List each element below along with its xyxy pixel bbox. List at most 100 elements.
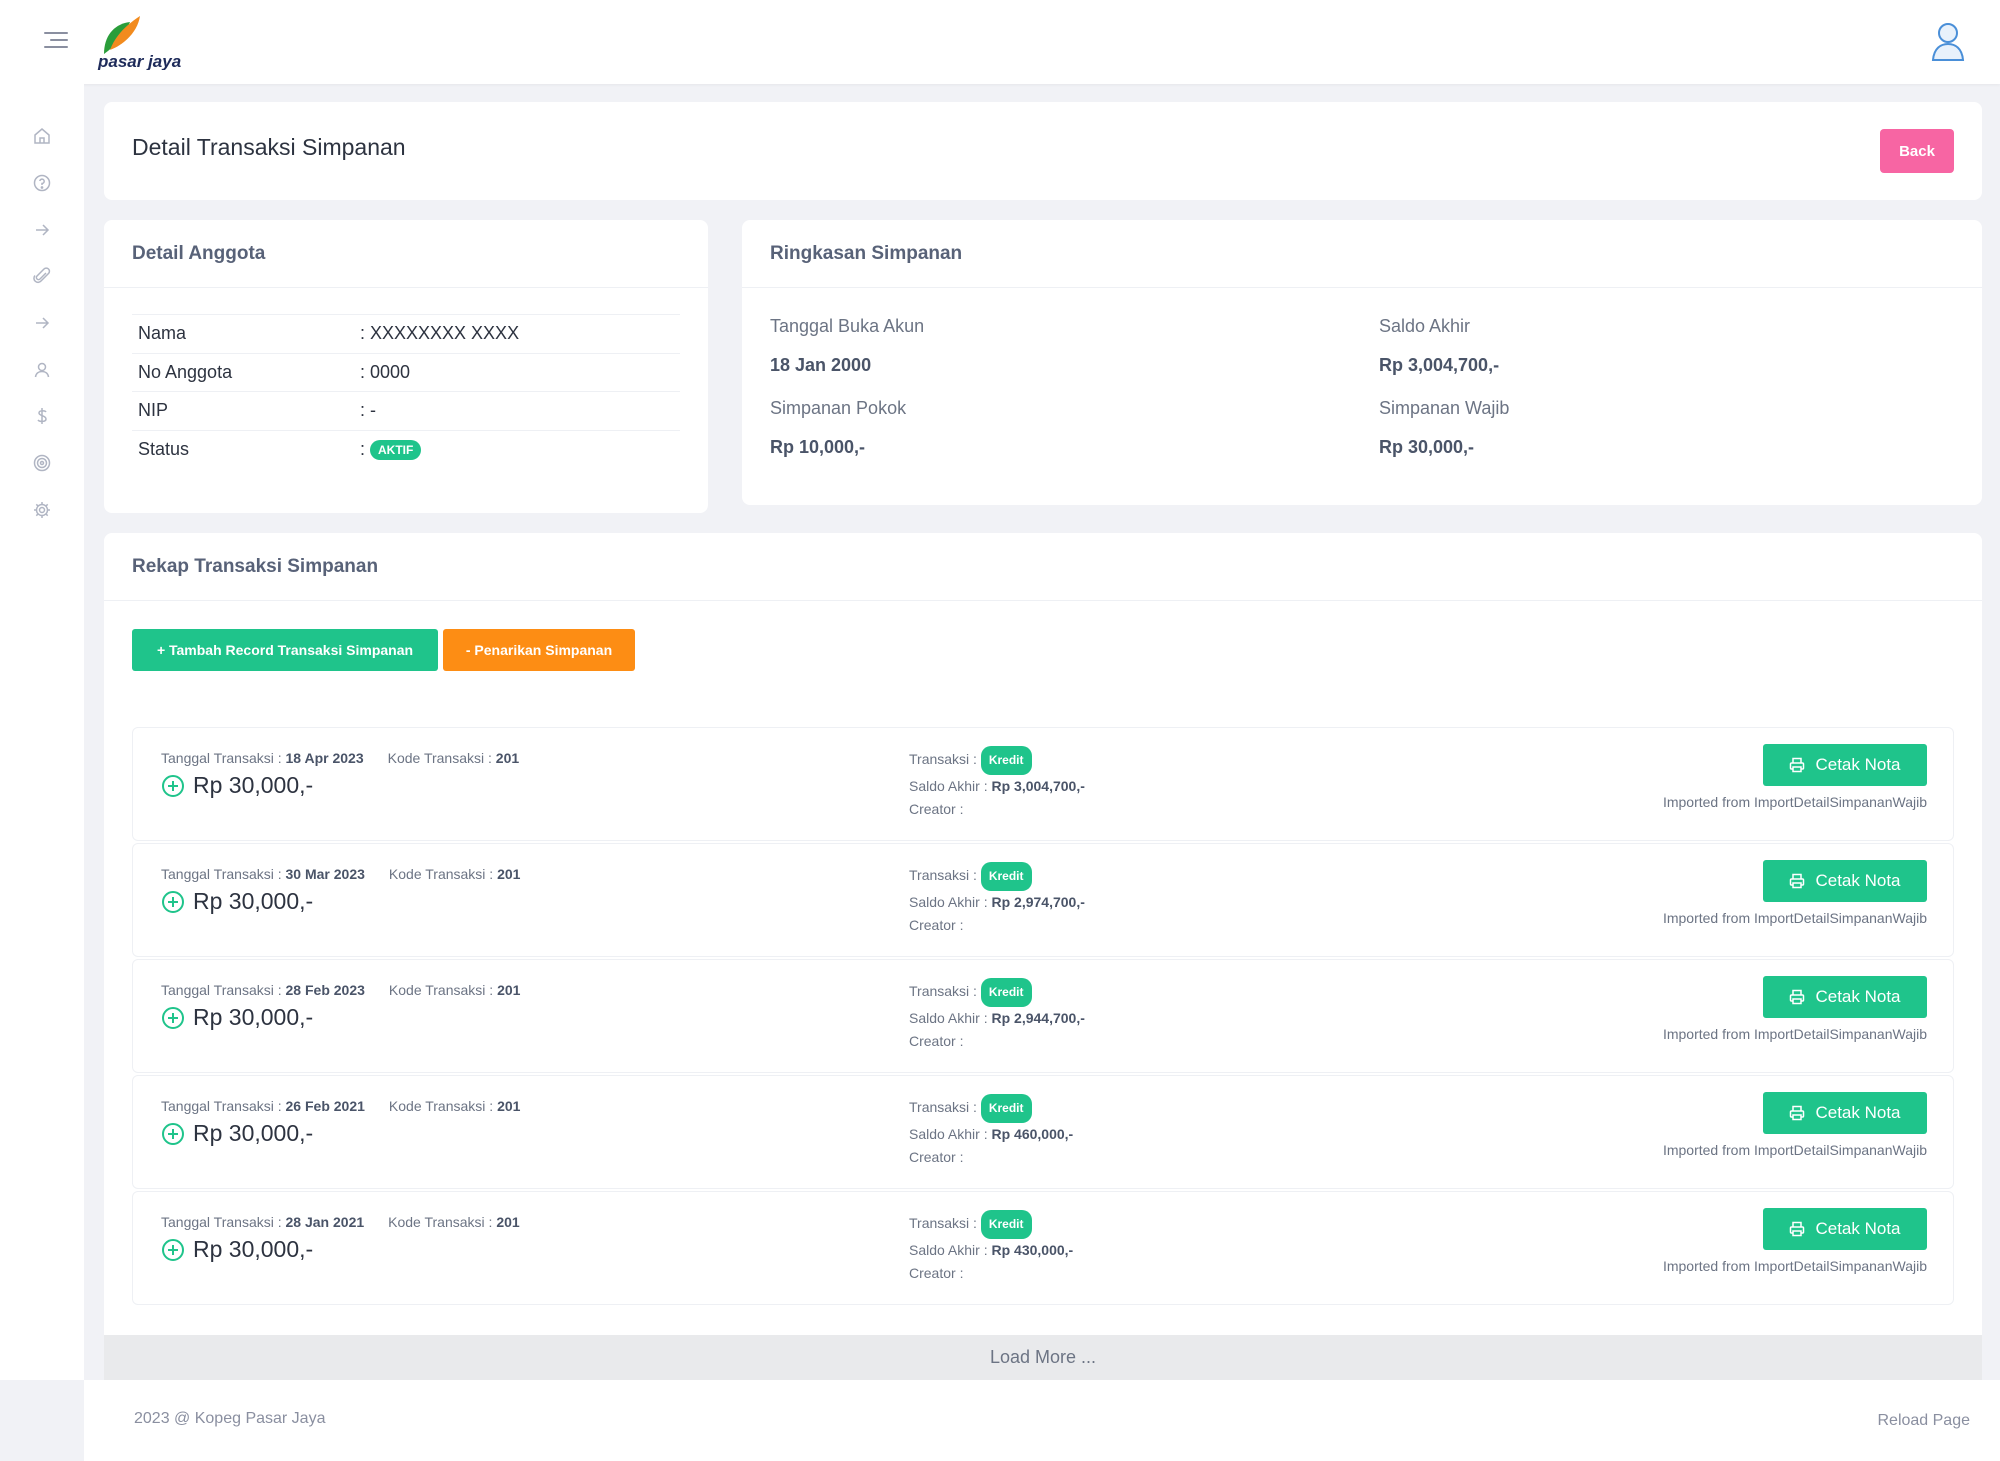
- transaction-code: 201: [497, 982, 521, 998]
- withdraw-savings-button[interactable]: - Penarikan Simpanan: [443, 629, 635, 671]
- transaction-details: Transaksi : Kredit Saldo Akhir : Rp 430,…: [909, 1210, 1073, 1285]
- page-header: Detail Transaksi Simpanan Back: [104, 102, 1982, 200]
- transaction-date: 18 Apr 2023: [285, 750, 364, 766]
- paperclip-icon[interactable]: [32, 266, 52, 286]
- code-label: Kode Transaksi :: [388, 866, 494, 882]
- user-icon[interactable]: [32, 360, 52, 380]
- import-note: Imported from ImportDetailSimpananWajib: [1662, 1026, 1927, 1042]
- principal-value: Rp 10,000,-: [770, 437, 866, 457]
- transaction-amount: Rp 30,000,-: [161, 772, 313, 799]
- transaction-recap-heading: Rekap Transaksi Simpanan: [104, 533, 1982, 601]
- final-balance-value: Rp 3,004,700,-: [1379, 355, 1500, 375]
- print-label: Cetak Nota: [1815, 987, 1901, 1006]
- add-savings-record-button[interactable]: + Tambah Record Transaksi Simpanan: [132, 629, 438, 671]
- amount-value: Rp 30,000,-: [193, 1120, 314, 1146]
- print-receipt-button[interactable]: Cetak Nota: [1763, 976, 1927, 1018]
- member-row-name: Nama : XXXXXXXX XXXX: [132, 314, 680, 354]
- creator-label: Creator :: [909, 1149, 964, 1165]
- plus-circle-icon: [162, 1122, 184, 1145]
- arrow-right-icon[interactable]: [32, 313, 52, 333]
- footer-copyright: 2023 @ Kopeg Pasar Jaya: [134, 1410, 326, 1427]
- transaction-meta: Tanggal Transaksi : 30 Mar 2023 Kode Tran…: [161, 866, 520, 882]
- home-icon[interactable]: [32, 126, 52, 146]
- transaction-meta: Tanggal Transaksi : 26 Feb 2021 Kode Tran…: [161, 1098, 520, 1114]
- printer-icon: [1790, 1105, 1805, 1121]
- final-balance-item: Saldo Akhir Rp 3,004,700,-: [1379, 316, 1499, 376]
- print-receipt-button[interactable]: Cetak Nota: [1763, 860, 1927, 902]
- transaction-item: Tanggal Transaksi : 30 Mar 2023 Kode Tran…: [132, 843, 1954, 957]
- import-note: Imported from ImportDetailSimpananWajib: [1662, 910, 1927, 926]
- transaction-item: Tanggal Transaksi : 28 Jan 2021 Kode Tran…: [132, 1191, 1954, 1305]
- help-circle-icon[interactable]: [32, 173, 52, 193]
- transaction-amount: Rp 30,000,-: [161, 1004, 313, 1031]
- print-label: Cetak Nota: [1815, 1103, 1901, 1122]
- reload-page-link[interactable]: Reload Page: [1877, 1412, 1970, 1429]
- transaction-amount: Rp 30,000,-: [161, 888, 313, 915]
- balance-value: Rp 430,000,-: [991, 1242, 1074, 1258]
- date-label: Tanggal Transaksi :: [161, 1214, 282, 1230]
- user-avatar-icon[interactable]: [1930, 20, 1966, 62]
- transaction-date: 26 Feb 2021: [285, 1098, 365, 1114]
- back-button[interactable]: Back: [1880, 129, 1954, 173]
- page-title: Detail Transaksi Simpanan: [132, 134, 406, 160]
- print-receipt-button[interactable]: Cetak Nota: [1763, 744, 1927, 786]
- principal-label: Simpanan Pokok: [770, 398, 907, 418]
- member-label: Status: [138, 439, 190, 459]
- open-date-value: 18 Jan 2000: [770, 355, 872, 375]
- transaction-meta: Tanggal Transaksi : 18 Apr 2023 Kode Tran…: [161, 750, 519, 766]
- dollar-icon[interactable]: [32, 406, 52, 426]
- amount-value: Rp 30,000,-: [193, 772, 314, 798]
- transaction-details: Transaksi : Kredit Saldo Akhir : Rp 2,97…: [909, 862, 1085, 937]
- pasar-jaya-logo[interactable]: pasar jaya: [96, 14, 186, 70]
- print-label: Cetak Nota: [1815, 1219, 1901, 1238]
- transaction-meta: Tanggal Transaksi : 28 Feb 2023 Kode Tran…: [161, 982, 520, 998]
- amount-value: Rp 30,000,-: [193, 1004, 314, 1030]
- code-label: Kode Transaksi :: [387, 750, 492, 766]
- member-detail-heading: Detail Anggota: [104, 220, 708, 288]
- print-label: Cetak Nota: [1815, 755, 1901, 774]
- plus-circle-icon: [162, 774, 184, 797]
- transaction-date: 28 Feb 2023: [285, 982, 365, 998]
- mandatory-item: Simpanan Wajib Rp 30,000,-: [1379, 398, 1509, 458]
- type-label: Transaksi :: [909, 1099, 977, 1116]
- principal-item: Simpanan Pokok Rp 10,000,-: [770, 398, 906, 458]
- transaction-code: 201: [496, 1214, 520, 1230]
- creator-label: Creator :: [909, 1265, 964, 1281]
- code-label: Kode Transaksi :: [388, 1214, 493, 1230]
- type-badge: Kredit: [980, 1094, 1032, 1123]
- sidebar: [0, 84, 84, 1380]
- type-label: Transaksi :: [909, 983, 977, 1000]
- svg-text:pasar jaya: pasar jaya: [97, 52, 181, 70]
- member-detail-card: Detail Anggota Nama : XXXXXXXX XXXX No A…: [104, 220, 708, 513]
- amount-value: Rp 30,000,-: [193, 1236, 314, 1262]
- transaction-item: Tanggal Transaksi : 28 Feb 2023 Kode Tran…: [132, 959, 1954, 1073]
- creator-label: Creator :: [909, 801, 964, 817]
- load-more-button[interactable]: Load More ...: [104, 1335, 1982, 1380]
- target-icon[interactable]: [32, 453, 52, 473]
- member-value: : -: [360, 400, 376, 421]
- plus-circle-icon: [162, 890, 184, 913]
- menu-toggle-icon[interactable]: [44, 32, 68, 50]
- member-value: :: [360, 438, 371, 459]
- plus-circle-icon: [162, 1006, 184, 1029]
- final-balance-label: Saldo Akhir: [1379, 316, 1471, 336]
- printer-icon: [1790, 873, 1805, 889]
- import-note: Imported from ImportDetailSimpananWajib: [1662, 794, 1927, 810]
- print-receipt-button[interactable]: Cetak Nota: [1763, 1208, 1927, 1250]
- transaction-code: 201: [497, 866, 521, 882]
- balance-label: Saldo Akhir :: [909, 894, 988, 910]
- top-bar: pasar jaya: [0, 0, 2000, 84]
- transaction-date: 30 Mar 2023: [285, 866, 365, 882]
- code-label: Kode Transaksi :: [388, 982, 494, 998]
- print-receipt-button[interactable]: Cetak Nota: [1763, 1092, 1927, 1134]
- transaction-item: Tanggal Transaksi : 26 Feb 2021 Kode Tran…: [132, 1075, 1954, 1189]
- mandatory-value: Rp 30,000,-: [1379, 437, 1475, 457]
- member-value: : XXXXXXXX XXXX: [360, 323, 520, 344]
- arrow-right-icon[interactable]: [32, 220, 52, 240]
- date-label: Tanggal Transaksi :: [161, 1098, 282, 1114]
- date-label: Tanggal Transaksi :: [161, 750, 282, 766]
- member-value: : 0000: [360, 361, 411, 382]
- code-label: Kode Transaksi :: [388, 1098, 494, 1114]
- gear-icon[interactable]: [32, 500, 52, 520]
- member-row-status: Status : AKTIF: [132, 430, 680, 469]
